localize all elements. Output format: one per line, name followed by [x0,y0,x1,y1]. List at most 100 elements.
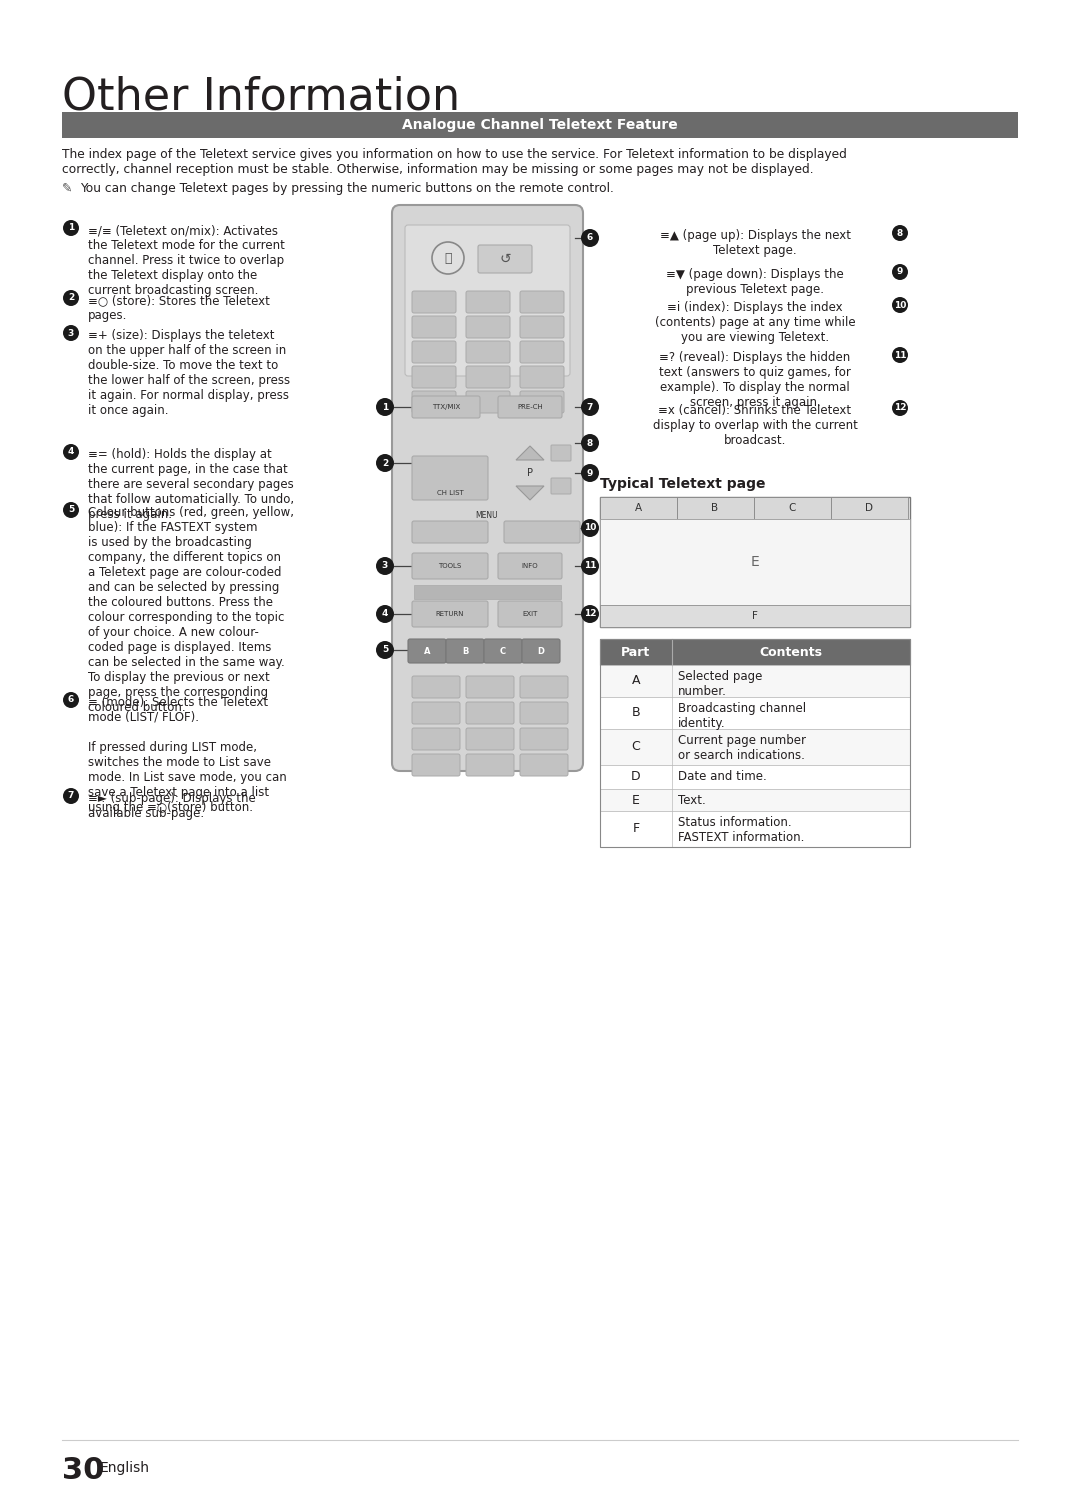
Text: B: B [632,707,640,720]
FancyBboxPatch shape [519,391,564,412]
Text: correctly, channel reception must be stable. Otherwise, information may be missi: correctly, channel reception must be sta… [62,163,813,176]
Text: EXIT: EXIT [523,611,538,617]
Bar [414,586,561,599]
FancyBboxPatch shape [411,553,488,580]
Text: C: C [632,741,640,753]
FancyBboxPatch shape [498,553,562,580]
Text: 9: 9 [586,469,593,478]
Text: 4: 4 [68,448,75,457]
FancyBboxPatch shape [519,675,568,698]
FancyBboxPatch shape [519,341,564,363]
Text: English: English [100,1461,150,1475]
Circle shape [892,400,908,415]
Text: 7: 7 [68,792,75,801]
Text: 6: 6 [586,233,593,242]
Bar [831,498,908,518]
Circle shape [376,454,394,472]
Text: ≡► (sub-page): Displays the
available sub-page.: ≡► (sub-page): Displays the available su… [87,792,256,820]
FancyBboxPatch shape [411,754,460,775]
Text: MENU: MENU [475,511,498,520]
Text: Colour buttons (red, green, yellow,
blue): If the FASTEXT system
is used by the : Colour buttons (red, green, yellow, blue… [87,506,294,714]
Text: ⏻: ⏻ [444,251,451,264]
Circle shape [432,242,464,273]
Text: ≡○ (store): Stores the Teletext
pages.: ≡○ (store): Stores the Teletext pages. [87,294,270,323]
FancyBboxPatch shape [411,675,460,698]
Bar [600,605,910,627]
Bar [600,639,910,847]
FancyBboxPatch shape [551,445,571,462]
Text: 12: 12 [894,403,906,412]
FancyBboxPatch shape [519,317,564,338]
Text: C: C [788,503,796,512]
Text: D: D [865,503,873,512]
Circle shape [892,264,908,279]
Circle shape [63,326,79,341]
Bar [600,729,910,765]
Text: 5: 5 [68,505,75,514]
FancyBboxPatch shape [465,702,514,725]
Text: 1: 1 [68,224,75,233]
Circle shape [581,397,599,415]
Text: E: E [751,554,759,569]
Text: ≡x (cancel): Shrinks the Teletext
display to overlap with the current
broadcast.: ≡x (cancel): Shrinks the Teletext displa… [652,403,858,447]
FancyBboxPatch shape [498,601,562,627]
FancyBboxPatch shape [465,317,510,338]
FancyBboxPatch shape [465,291,510,314]
FancyBboxPatch shape [465,366,510,388]
FancyBboxPatch shape [411,366,456,388]
Bar [600,765,910,789]
Text: Broadcasting channel
identity.: Broadcasting channel identity. [678,702,806,731]
Text: Date and time.: Date and time. [678,769,767,783]
Circle shape [581,518,599,536]
FancyBboxPatch shape [465,754,514,775]
Bar [600,498,677,518]
FancyBboxPatch shape [411,702,460,725]
Circle shape [581,465,599,483]
FancyBboxPatch shape [504,521,580,542]
Text: P: P [527,468,534,478]
Text: 9: 9 [896,267,903,276]
Text: ≡ (mode): Selects the Teletext
mode (LIST/ FLOF).

If pressed during LIST mode,
: ≡ (mode): Selects the Teletext mode (LIS… [87,696,287,814]
Text: 12: 12 [584,610,596,619]
Text: C: C [500,647,507,656]
Text: Current page number
or search indications.: Current page number or search indication… [678,734,806,762]
Bar [600,518,910,605]
FancyBboxPatch shape [519,366,564,388]
Text: Other Information: Other Information [62,75,460,118]
FancyBboxPatch shape [519,702,568,725]
FancyBboxPatch shape [392,205,583,771]
Circle shape [376,605,394,623]
Text: Contents: Contents [759,645,823,659]
Circle shape [63,220,79,236]
FancyBboxPatch shape [522,639,561,663]
Circle shape [581,605,599,623]
FancyBboxPatch shape [498,396,562,418]
Bar [600,789,910,811]
Text: TTX/MIX: TTX/MIX [432,403,460,409]
FancyBboxPatch shape [465,341,510,363]
Text: You can change Teletext pages by pressing the numeric buttons on the remote cont: You can change Teletext pages by pressin… [80,182,613,196]
Text: 30: 30 [62,1457,105,1485]
Circle shape [63,787,79,804]
Bar [600,498,910,627]
FancyBboxPatch shape [465,728,514,750]
Text: CH LIST: CH LIST [436,490,463,496]
Circle shape [581,229,599,247]
Text: Analogue Channel Teletext Feature: Analogue Channel Teletext Feature [402,118,678,131]
FancyBboxPatch shape [551,478,571,495]
Bar [600,639,910,665]
Bar [62,112,1018,137]
Text: ≡= (hold): Holds the display at
the current page, in the case that
there are sev: ≡= (hold): Holds the display at the curr… [87,448,294,521]
Circle shape [892,347,908,363]
Bar [600,698,910,729]
Text: The index page of the Teletext service gives you information on how to use the s: The index page of the Teletext service g… [62,148,847,161]
Text: ≡▼ (page down): Displays the
previous Teletext page.: ≡▼ (page down): Displays the previous Te… [666,267,843,296]
Text: Part: Part [621,645,650,659]
Text: ✎: ✎ [62,182,72,196]
Text: E: E [632,793,640,807]
Circle shape [581,433,599,453]
Text: ≡i (index): Displays the index
(contents) page at any time while
you are viewing: ≡i (index): Displays the index (contents… [654,300,855,344]
Polygon shape [516,447,544,460]
Text: B: B [712,503,718,512]
FancyBboxPatch shape [478,245,532,273]
